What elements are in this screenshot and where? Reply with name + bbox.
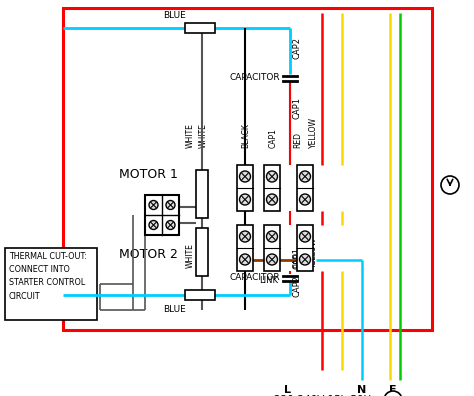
Circle shape	[149, 221, 158, 230]
Circle shape	[266, 231, 277, 242]
Circle shape	[300, 231, 310, 242]
Text: WHITE: WHITE	[199, 243, 208, 268]
Circle shape	[300, 194, 310, 205]
Text: BLUE: BLUE	[164, 305, 186, 314]
Text: YELLOW: YELLOW	[309, 237, 318, 268]
Text: L: L	[284, 385, 292, 395]
Bar	[297, 165, 313, 211]
Circle shape	[266, 171, 277, 182]
Text: WHITE: WHITE	[185, 123, 194, 148]
Text: MOTOR 2: MOTOR 2	[118, 249, 177, 261]
Text: LINK: LINK	[259, 276, 279, 285]
Text: CAP1: CAP1	[268, 248, 277, 268]
Circle shape	[166, 221, 175, 230]
Bar	[297, 225, 313, 271]
Circle shape	[300, 254, 310, 265]
Bar	[185, 23, 215, 33]
Bar	[5, 248, 97, 320]
Bar	[145, 195, 179, 235]
Text: WHITE: WHITE	[199, 123, 208, 148]
Text: MOTOR 1: MOTOR 1	[118, 169, 177, 181]
Text: RED: RED	[293, 132, 302, 148]
Circle shape	[239, 231, 250, 242]
Text: BLACK: BLACK	[241, 243, 250, 268]
Text: THERMAL CUT-OUT:
CONNECT INTO
STARTER CONTROL
CIRCUIT: THERMAL CUT-OUT: CONNECT INTO STARTER CO…	[9, 252, 87, 301]
Text: CAP2: CAP2	[293, 275, 302, 297]
Bar	[264, 225, 280, 271]
Circle shape	[266, 254, 277, 265]
Circle shape	[239, 194, 250, 205]
Circle shape	[239, 254, 250, 265]
Circle shape	[384, 391, 402, 396]
Circle shape	[166, 200, 175, 209]
Text: E: E	[389, 385, 397, 395]
Text: BLACK: BLACK	[241, 123, 250, 148]
Text: CAP1: CAP1	[268, 128, 277, 148]
Text: YELLOW: YELLOW	[309, 117, 318, 148]
Text: N: N	[357, 385, 366, 395]
Bar	[196, 170, 208, 218]
Text: CAPACITOR: CAPACITOR	[229, 74, 280, 82]
Circle shape	[266, 194, 277, 205]
Circle shape	[441, 176, 459, 194]
Bar	[63, 8, 432, 330]
Bar	[185, 290, 215, 300]
Bar	[264, 165, 280, 211]
Text: CAP1: CAP1	[293, 247, 302, 269]
Bar	[237, 165, 253, 211]
Text: 220-240V 1Ph 50Hz: 220-240V 1Ph 50Hz	[273, 395, 376, 396]
Text: CAP1: CAP1	[293, 97, 302, 119]
Bar	[237, 225, 253, 271]
Text: CAPACITOR: CAPACITOR	[229, 274, 280, 282]
Text: RED: RED	[293, 252, 302, 268]
Bar	[196, 228, 208, 276]
Circle shape	[300, 171, 310, 182]
Text: WHITE: WHITE	[185, 243, 194, 268]
Text: BLUE: BLUE	[164, 11, 186, 20]
Circle shape	[239, 171, 250, 182]
Text: CAP2: CAP2	[293, 37, 302, 59]
Circle shape	[149, 200, 158, 209]
